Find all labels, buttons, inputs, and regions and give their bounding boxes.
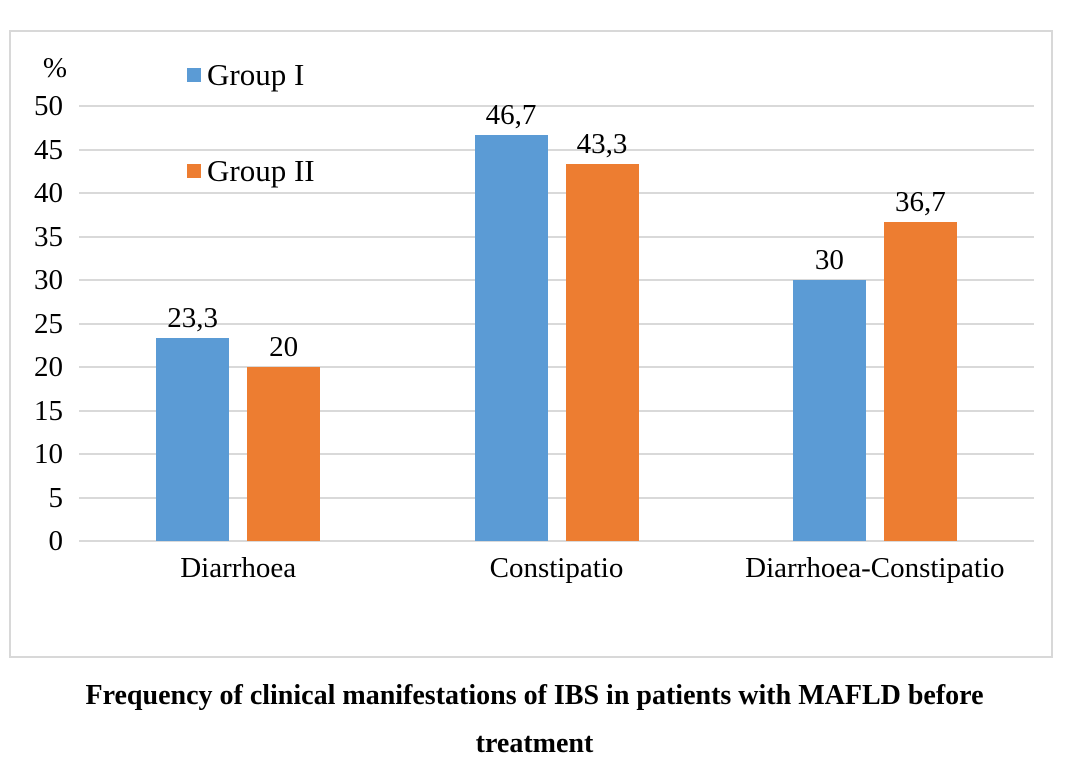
y-axis-tick-35: 35 [34, 220, 63, 253]
chart-caption-text: Frequency of clinical manifestations of … [85, 680, 984, 759]
gridline-50 [79, 105, 1034, 107]
gridline-30 [79, 279, 1034, 281]
y-axis-tick-10: 10 [34, 438, 63, 470]
y-axis-tick-15: 15 [34, 394, 63, 427]
legend-item-group-ii: Group II [187, 152, 315, 190]
value-label-group-i-diarrhoea-constipatio: 30 [814, 244, 844, 276]
x-axis-label-constipatio: Constipatio [489, 552, 624, 584]
bar-group-ii-constipatio [565, 164, 639, 541]
legend-item-group-i: Group I [187, 56, 315, 94]
bar-group-i-diarrhoea-constipatio [792, 280, 866, 541]
value-label-group-i-diarrhoea: 23,3 [167, 302, 219, 335]
y-axis-tick-25: 25 [34, 307, 63, 340]
gridline-0 [79, 540, 1034, 542]
y-axis-tick-20: 20 [34, 351, 63, 383]
bar-group-ii-diarrhoea [247, 367, 321, 541]
y-axis-tick-0: 0 [48, 525, 64, 557]
value-label-group-ii-diarrhoea: 20 [269, 331, 299, 363]
y-axis-tick-30: 30 [34, 264, 63, 296]
gridline-15 [79, 409, 1034, 412]
x-axis-label-diarrhoea-constipatio: Diarrhoea-Constipatio [745, 552, 1005, 584]
y-axis-tick-45: 45 [34, 133, 63, 166]
legend: Group I Group II [187, 56, 315, 190]
legend-label-group-i: Group I [207, 57, 305, 92]
value-label-group-i-constipatio: 46,7 [485, 98, 537, 131]
x-axis-label-diarrhoea: Diarrhoea [180, 552, 297, 584]
legend-label-group-ii: Group II [207, 153, 315, 188]
bar-group-ii-diarrhoea-constipatio [883, 221, 957, 541]
bar-group-i-constipatio [474, 134, 548, 541]
chart-area: % 23,3 20 46,7 43,3 30 36,7 Group I Group II 0… [9, 30, 1053, 658]
value-label-group-ii-diarrhoea-constipatio: 36,7 [894, 185, 946, 218]
y-axis-tick-5: 5 [48, 481, 64, 514]
chart-caption: Frequency of clinical manifestations of … [0, 672, 1069, 759]
gridline-25 [79, 322, 1034, 325]
y-axis-unit-label: % [42, 52, 67, 84]
gridline-20 [79, 366, 1034, 368]
y-axis-tick-50: 50 [34, 90, 63, 122]
gridline-40 [79, 192, 1034, 194]
gridline-5 [79, 496, 1034, 499]
plot-area: 23,3 20 46,7 43,3 30 36,7 [79, 99, 1034, 542]
value-label-group-ii-constipatio: 43,3 [576, 128, 628, 161]
legend-swatch-group-ii [187, 164, 201, 178]
gridline-10 [79, 453, 1034, 455]
legend-swatch-group-i [187, 68, 201, 82]
bar-group-i-diarrhoea [156, 338, 230, 541]
gridline-35 [79, 235, 1034, 238]
y-axis-tick-40: 40 [34, 177, 63, 209]
gridline-45 [79, 148, 1034, 151]
